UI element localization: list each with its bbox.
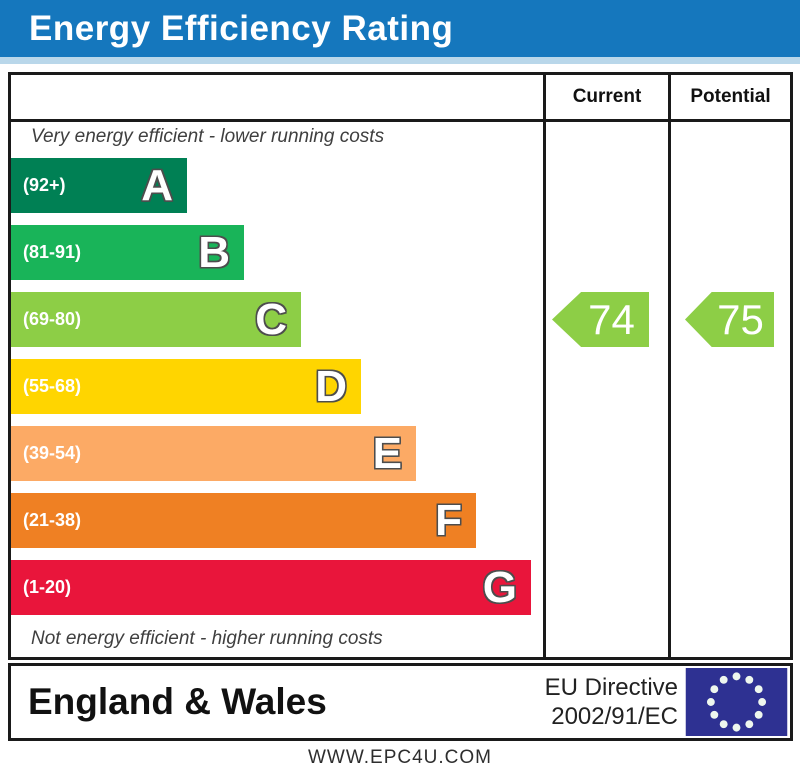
band-range: (21-38) [23,510,82,530]
band-b: (81-91) B [11,225,244,280]
band-letter: B [198,228,230,277]
potential-rating-arrow: 75 [685,292,774,347]
band-letter: E [372,429,402,478]
eu-flag-icon [685,668,788,736]
column-divider-current [543,75,546,657]
band-f: (21-38) F [11,493,476,548]
current-rating-arrow: 74 [552,292,649,347]
band-letter: D [315,362,347,411]
eu-directive-line2: 2002/91/EC [551,703,678,730]
band-letter: A [141,161,173,210]
band-g: (1-20) G [11,560,531,615]
band-range: (55-68) [23,376,82,396]
current-column-header: Current [572,86,642,107]
header-underline [0,57,800,64]
website-url: WWW.EPC4U.COM [308,747,492,768]
band-d: (55-68) D [11,359,361,414]
band-range: (92+) [23,175,66,195]
band-e: (39-54) E [11,426,416,481]
eu-directive-line1: EU Directive [544,674,678,701]
page-title: Energy Efficiency Rating [29,8,454,48]
current-rating-value: 74 [588,295,635,343]
rating-table: Current Potential Very energy efficient … [8,72,793,660]
bottom-note: Not energy efficient - higher running co… [31,628,383,649]
band-letter: G [482,563,517,612]
band-range: (1-20) [23,577,72,597]
band-c: (69-80) C [11,292,301,347]
header-bar: Energy Efficiency Rating [0,0,800,57]
band-letter: F [435,496,462,545]
potential-rating-value: 75 [717,295,764,343]
header-row-divider [11,119,790,122]
band-range: (39-54) [23,443,82,463]
band-letter: C [255,295,287,344]
band-range: (69-80) [23,309,82,329]
eu-directive-label: EU Directive 2002/91/EC [545,673,678,731]
region-label: England & Wales [28,681,327,722]
column-divider-potential [668,75,671,657]
band-a: (92+) A [11,158,187,213]
footer-box: England & Wales EU Directive 2002/91/EC [8,663,793,741]
top-note: Very energy efficient - lower running co… [31,126,385,147]
band-range: (81-91) [23,242,82,262]
potential-column-header: Potential [690,86,771,107]
